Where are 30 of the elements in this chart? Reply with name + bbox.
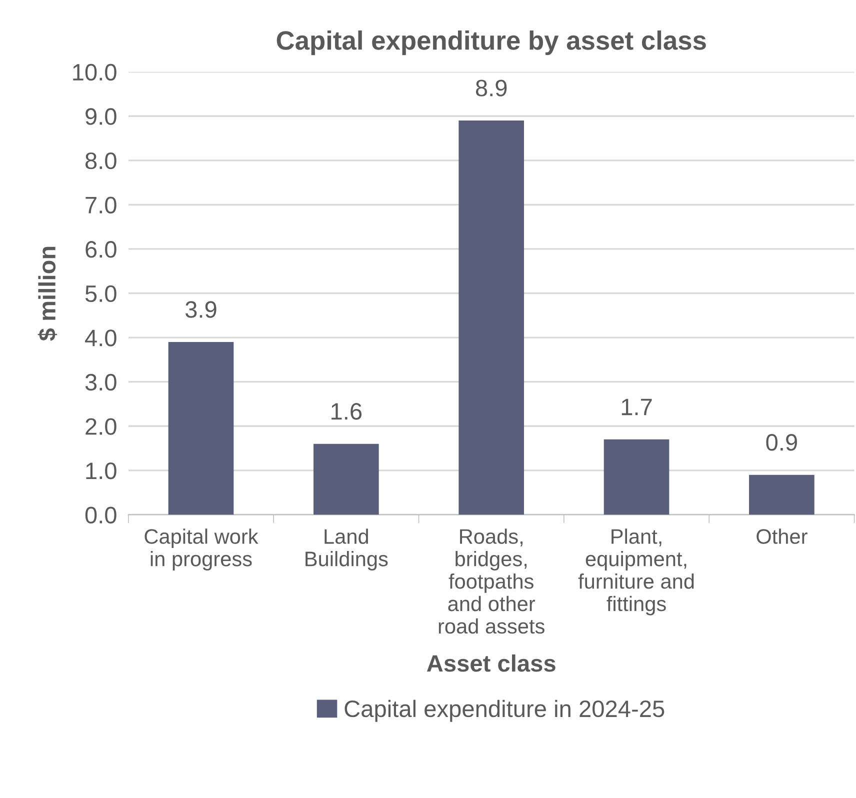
y-tick-label: 9.0	[86, 108, 116, 125]
x-axis-title: Asset class	[426, 654, 556, 672]
bar	[314, 444, 379, 515]
chart-title: Capital expenditure by asset class	[276, 30, 706, 56]
data-label: 8.9	[476, 80, 507, 96]
x-tick-label: Land Buildings	[306, 528, 388, 570]
bar	[604, 439, 670, 515]
y-tick-label: 5.0	[85, 285, 116, 302]
data-label: 1.7	[622, 398, 652, 416]
x-tick-label: Plant, equipment, furniture and fittings	[578, 528, 694, 616]
data-label: 1.6	[332, 403, 362, 420]
x-tick-label: Capital work in progress	[144, 528, 258, 570]
data-label: 3.9	[185, 301, 216, 318]
y-tick-label: 2.0	[86, 418, 116, 435]
y-tick-label: 8.0	[85, 152, 116, 170]
y-tick-label: 10.0	[73, 64, 116, 81]
y-tick-label: 6.0	[86, 241, 116, 258]
data-label: 0.9	[766, 434, 797, 451]
y-tick-label: 3.0	[85, 374, 116, 391]
bar	[168, 342, 234, 515]
legend-label: Capital expenditure in 2024-25	[344, 700, 664, 722]
bar	[749, 474, 814, 515]
y-tick-label: 0.0	[85, 506, 116, 524]
y-tick-label: 1.0	[86, 462, 116, 480]
y-axis-title: $ million	[38, 246, 58, 341]
x-tick-label: Roads, bridges, footpaths and other road assets	[438, 528, 544, 634]
x-tick-label: Other	[756, 528, 808, 544]
y-tick-label: 4.0	[85, 330, 116, 346]
bar	[458, 120, 524, 515]
y-tick-label: 7.0	[86, 196, 116, 214]
